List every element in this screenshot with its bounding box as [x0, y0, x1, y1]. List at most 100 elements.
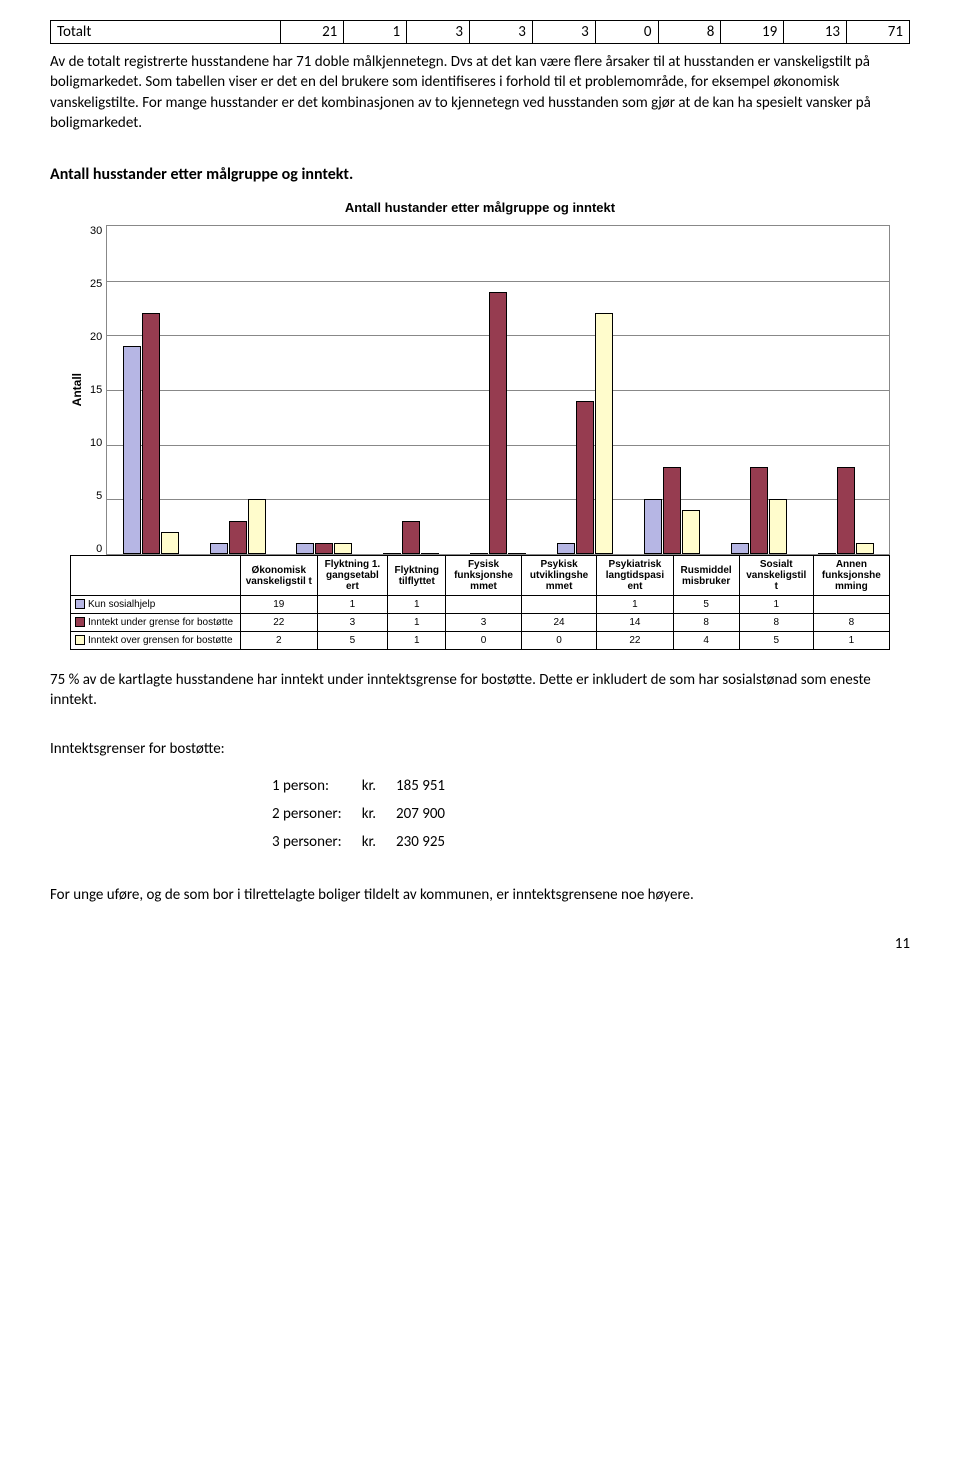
bar — [296, 543, 314, 554]
category-header: Flyktning 1. gangsetabl ert — [317, 556, 388, 596]
data-cell: 8 — [813, 614, 889, 632]
category-header: Fysisk funksjonshe mmet — [446, 556, 521, 596]
data-cell: 0 — [521, 632, 597, 650]
paragraph-3: For unge uføre, og de som bor i tilrette… — [50, 885, 910, 905]
bar-group — [194, 226, 281, 554]
bar — [383, 553, 401, 554]
bar — [489, 292, 507, 554]
paragraph-2: 75 % av de kartlagte husstandene har inn… — [50, 670, 910, 711]
category-header: Økonomisk vanskeligstil t — [241, 556, 318, 596]
totals-cell: 3 — [469, 21, 532, 44]
legend-swatch — [75, 635, 85, 645]
category-header: Sosialt vanskeligstil t — [739, 556, 813, 596]
data-cell: 0 — [446, 632, 521, 650]
category-header: Annen funksjonshe mming — [813, 556, 889, 596]
income-cell: 3 personer: — [272, 829, 360, 855]
bar-group — [542, 226, 629, 554]
bar — [595, 313, 613, 554]
bar — [421, 553, 439, 554]
data-cell: 19 — [241, 596, 318, 614]
legend-swatch — [75, 599, 85, 609]
data-cell: 4 — [673, 632, 739, 650]
data-cell: 24 — [521, 614, 597, 632]
bar-group — [715, 226, 802, 554]
income-cell: 230 925 — [396, 829, 463, 855]
income-cell: 2 personer: — [272, 801, 360, 827]
data-cell: 5 — [673, 596, 739, 614]
data-cell: 5 — [317, 632, 388, 650]
bar — [837, 467, 855, 554]
bar — [334, 543, 352, 554]
plot-area — [106, 225, 890, 555]
bar — [644, 499, 662, 554]
bar-group — [628, 226, 715, 554]
totals-cell: 19 — [721, 21, 784, 44]
series-label: Inntekt under grense for bostøtte — [71, 614, 241, 632]
bar — [470, 553, 488, 554]
intro-paragraph: Av de totalt registrerte husstandene har… — [50, 52, 910, 133]
data-cell: 22 — [597, 632, 673, 650]
totals-cell: 0 — [595, 21, 658, 44]
chart-title: Antall hustander etter målgruppe og innt… — [70, 200, 890, 215]
bar-group — [802, 226, 889, 554]
section-title: Antall husstander etter målgruppe og inn… — [50, 165, 910, 184]
data-cell: 3 — [446, 614, 521, 632]
data-cell: 3 — [317, 614, 388, 632]
bar — [818, 553, 836, 554]
totals-cell: 3 — [532, 21, 595, 44]
totals-cell: 13 — [784, 21, 847, 44]
income-cell: 207 900 — [396, 801, 463, 827]
bar — [663, 467, 681, 554]
page-number: 11 — [50, 935, 910, 953]
y-axis-ticks: 302520151050 — [90, 225, 106, 555]
bar — [731, 543, 749, 554]
data-cell: 22 — [241, 614, 318, 632]
data-cell: 1 — [388, 596, 446, 614]
data-cell: 14 — [597, 614, 673, 632]
data-cell: 1 — [597, 596, 673, 614]
data-cell: 8 — [739, 614, 813, 632]
bar — [856, 543, 874, 554]
totals-cell: 21 — [281, 21, 344, 44]
bar-group — [107, 226, 194, 554]
bar — [123, 346, 141, 554]
income-cell: kr. — [362, 801, 394, 827]
series-label: Kun sosialhjelp — [71, 596, 241, 614]
chart-data-table: Økonomisk vanskeligstil tFlyktning 1. ga… — [70, 555, 890, 650]
data-cell: 1 — [739, 596, 813, 614]
data-cell — [813, 596, 889, 614]
bar — [161, 532, 179, 554]
data-cell — [521, 596, 597, 614]
income-limits-title: Inntektsgrenser for bostøtte: — [50, 739, 910, 759]
totals-cell: 8 — [658, 21, 721, 44]
bar — [229, 521, 247, 554]
income-cell: kr. — [362, 829, 394, 855]
totals-label: Totalt — [51, 21, 281, 44]
data-cell: 2 — [241, 632, 318, 650]
income-cell: kr. — [362, 773, 394, 799]
data-cell: 1 — [813, 632, 889, 650]
bar — [750, 467, 768, 554]
data-cell — [446, 596, 521, 614]
data-cell: 1 — [388, 632, 446, 650]
totals-cell: 3 — [407, 21, 470, 44]
income-cell: 1 person: — [272, 773, 360, 799]
data-cell: 1 — [317, 596, 388, 614]
y-axis-label: Antall — [70, 373, 84, 406]
series-label: Inntekt over grensen for bostøtte — [71, 632, 241, 650]
totals-table: Totalt21133308191371 — [50, 20, 910, 44]
bar — [557, 543, 575, 554]
income-cell: 185 951 — [396, 773, 463, 799]
totals-cell: 71 — [847, 21, 910, 44]
category-header: Psykiatrisk langtidspasi ent — [597, 556, 673, 596]
bar-group — [455, 226, 542, 554]
legend-swatch — [75, 617, 85, 627]
bar-chart: Antall hustander etter målgruppe og innt… — [70, 200, 890, 650]
bar — [508, 553, 526, 554]
data-cell: 5 — [739, 632, 813, 650]
bar-group — [281, 226, 368, 554]
totals-cell: 1 — [344, 21, 407, 44]
bar — [142, 313, 160, 554]
bar — [576, 401, 594, 554]
category-header: Psykisk utviklingshe mmet — [521, 556, 597, 596]
